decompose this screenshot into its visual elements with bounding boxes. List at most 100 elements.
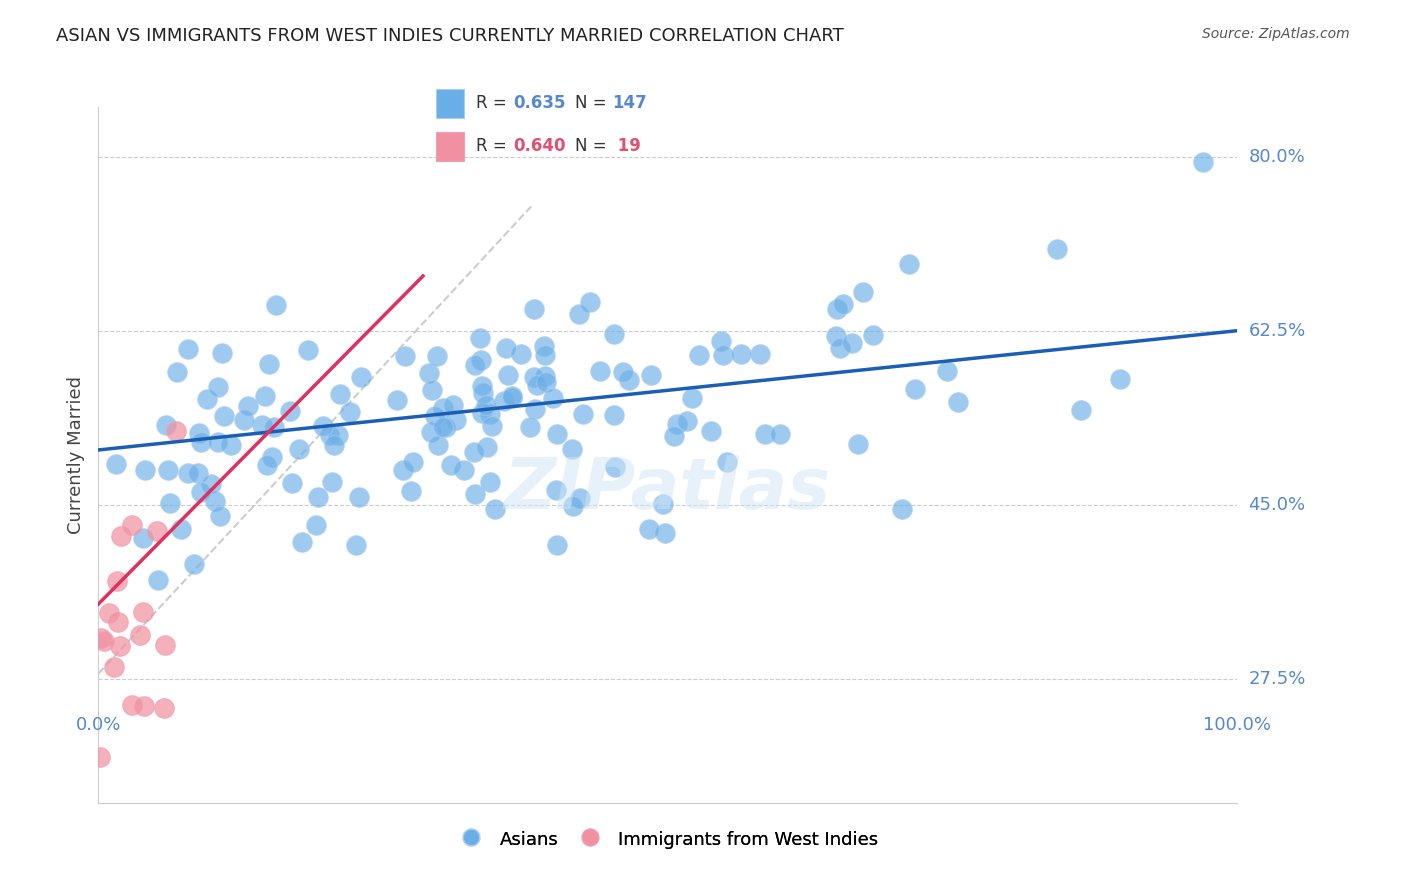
- Point: [562, 499, 585, 513]
- Point: [662, 429, 685, 443]
- Point: [183, 557, 205, 571]
- Point: [254, 389, 277, 403]
- Point: [510, 347, 533, 361]
- Point: [464, 359, 486, 373]
- Point: [524, 402, 547, 417]
- Point: [156, 463, 179, 477]
- Point: [568, 491, 591, 505]
- Point: [134, 462, 156, 476]
- Point: [754, 427, 776, 442]
- Point: [105, 574, 128, 588]
- Point: [188, 425, 211, 440]
- Text: N =: N =: [575, 95, 612, 112]
- Point: [250, 417, 273, 432]
- Text: 0.635: 0.635: [513, 95, 565, 112]
- Point: [328, 427, 350, 442]
- Text: Source: ZipAtlas.com: Source: ZipAtlas.com: [1202, 27, 1350, 41]
- Point: [603, 460, 626, 475]
- Point: [321, 475, 343, 490]
- Point: [418, 366, 440, 380]
- Point: [603, 408, 626, 422]
- Point: [221, 438, 243, 452]
- Point: [444, 413, 467, 427]
- Point: [496, 368, 519, 382]
- Point: [207, 434, 229, 449]
- Point: [307, 490, 329, 504]
- Point: [305, 517, 328, 532]
- Point: [209, 509, 232, 524]
- Text: ZIPatlas: ZIPatlas: [505, 455, 831, 524]
- Point: [533, 348, 555, 362]
- Point: [434, 419, 457, 434]
- Point: [423, 409, 446, 423]
- Point: [617, 372, 640, 386]
- Point: [236, 399, 259, 413]
- Point: [323, 437, 346, 451]
- Point: [104, 458, 127, 472]
- Point: [852, 285, 875, 300]
- Point: [464, 487, 486, 501]
- Text: 100.0%: 100.0%: [1204, 715, 1271, 734]
- Point: [232, 413, 254, 427]
- Point: [676, 413, 699, 427]
- Point: [612, 365, 634, 379]
- Point: [155, 418, 177, 433]
- Point: [190, 485, 212, 500]
- Point: [846, 437, 869, 451]
- Point: [474, 398, 496, 412]
- Point: [329, 386, 352, 401]
- Point: [891, 502, 914, 516]
- Point: [825, 301, 848, 316]
- Point: [523, 302, 546, 317]
- Point: [153, 701, 176, 715]
- Point: [546, 538, 568, 552]
- Point: [1045, 243, 1067, 257]
- Point: [281, 476, 304, 491]
- Point: [519, 420, 541, 434]
- Point: [278, 404, 301, 418]
- Point: [468, 331, 491, 345]
- Point: [426, 349, 449, 363]
- Point: [523, 370, 546, 384]
- Point: [385, 393, 408, 408]
- Point: [319, 428, 342, 442]
- Point: [432, 401, 454, 415]
- Point: [1192, 154, 1215, 169]
- Text: 62.5%: 62.5%: [1249, 322, 1306, 340]
- Point: [637, 522, 659, 536]
- Point: [568, 307, 591, 321]
- Point: [651, 497, 673, 511]
- Point: [841, 336, 863, 351]
- Point: [730, 346, 752, 360]
- Point: [481, 419, 503, 434]
- Point: [121, 518, 143, 533]
- Text: R =: R =: [477, 137, 512, 155]
- Text: 80.0%: 80.0%: [1249, 148, 1305, 166]
- Point: [107, 615, 129, 630]
- Point: [700, 424, 723, 438]
- Point: [132, 531, 155, 545]
- Point: [475, 440, 498, 454]
- Point: [832, 296, 855, 310]
- Point: [394, 349, 416, 363]
- Point: [492, 394, 515, 409]
- Point: [478, 408, 501, 422]
- Point: [544, 483, 567, 498]
- Point: [103, 660, 125, 674]
- Point: [579, 295, 602, 310]
- Point: [541, 391, 564, 405]
- Point: [312, 418, 335, 433]
- Point: [291, 535, 314, 549]
- Point: [176, 466, 198, 480]
- Point: [1108, 372, 1130, 386]
- Point: [561, 442, 583, 456]
- Point: [128, 628, 150, 642]
- Point: [165, 425, 187, 439]
- Point: [710, 334, 733, 348]
- Point: [640, 368, 662, 382]
- Point: [441, 399, 464, 413]
- Point: [654, 525, 676, 540]
- Point: [401, 484, 423, 499]
- Point: [903, 382, 925, 396]
- Point: [470, 353, 492, 368]
